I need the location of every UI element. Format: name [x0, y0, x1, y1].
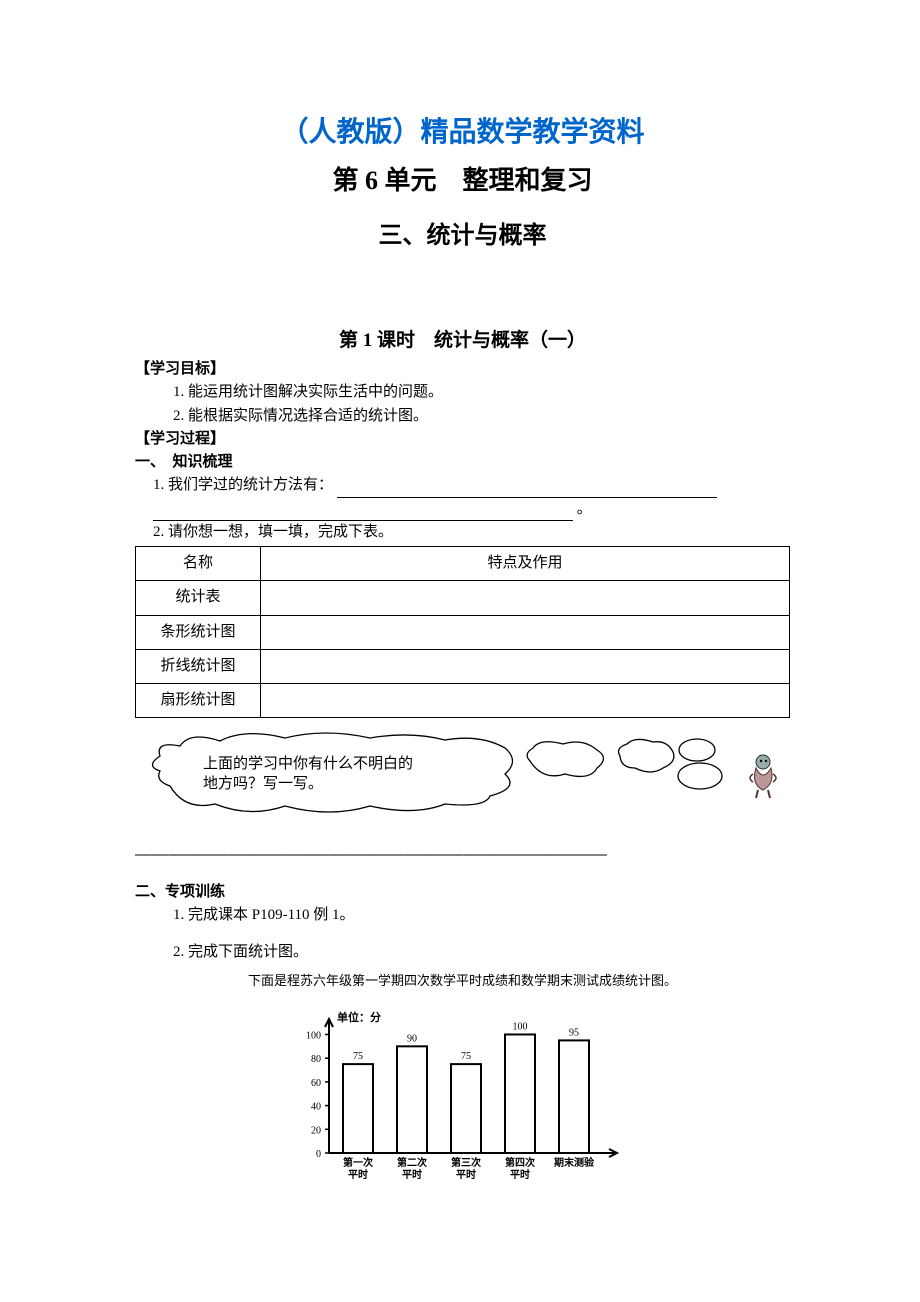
training-item-2: 2. 完成下面统计图。 — [135, 941, 790, 964]
k1-prefix: 1. 我们学过的统计方法有： — [153, 477, 333, 493]
bar-chart: 020406080100单位：分75第一次平时90第二次平时75第三次平时100… — [283, 1003, 643, 1183]
cloud-text-2: 地方吗？写一写。 — [203, 775, 323, 792]
row-feature — [261, 649, 790, 683]
table-row: 扇形统计图 — [136, 684, 790, 718]
title-source: （人教版）精品数学教学资料 — [135, 110, 790, 150]
title-section: 三、统计与概率 — [135, 215, 790, 250]
goals-heading: 【学习目标】 — [135, 358, 790, 381]
stats-table: 名称 特点及作用 统计表 条形统计图 折线统计图 扇形统计图 — [135, 546, 790, 718]
row-label: 扇形统计图 — [136, 684, 261, 718]
lesson-title: 第 1 课时 统计与概率（一） — [135, 325, 790, 352]
svg-text:第三次: 第三次 — [451, 1156, 481, 1169]
svg-text:75: 75 — [353, 1051, 363, 1062]
table-row: 条形统计图 — [136, 615, 790, 649]
table-header-row: 名称 特点及作用 — [136, 547, 790, 581]
header-feature: 特点及作用 — [261, 547, 790, 581]
svg-text:期末测验: 期末测验 — [554, 1156, 595, 1169]
row-feature — [261, 581, 790, 615]
svg-text:90: 90 — [407, 1033, 417, 1044]
divider-line: ————————————————————————————————————————… — [135, 845, 790, 867]
process-heading: 【学习过程】 — [135, 428, 790, 451]
cloud-svg: 上面的学习中你有什么不明白的 地方吗？写一写。 — [135, 726, 795, 821]
svg-text:平时: 平时 — [456, 1168, 476, 1181]
svg-text:60: 60 — [311, 1078, 321, 1089]
blank-line-2 — [153, 505, 573, 521]
svg-text:第二次: 第二次 — [397, 1156, 427, 1169]
training-item-1: 1. 完成课本 P109-110 例 1。 — [135, 904, 790, 927]
svg-text:100: 100 — [512, 1021, 527, 1032]
training-heading: 二、专项训练 — [135, 881, 790, 904]
svg-text:第四次: 第四次 — [505, 1156, 535, 1169]
title-unit: 第 6 单元 整理和复习 — [135, 160, 790, 197]
row-feature — [261, 615, 790, 649]
svg-text:75: 75 — [461, 1051, 471, 1062]
svg-text:80: 80 — [311, 1054, 321, 1065]
svg-text:100: 100 — [306, 1030, 321, 1041]
training-2-desc: 下面是程苏六年级第一学期四次数学平时成绩和数学期末测试成绩统计图。 — [135, 971, 790, 991]
row-label: 折线统计图 — [136, 649, 261, 683]
table-row: 折线统计图 — [136, 649, 790, 683]
row-feature — [261, 684, 790, 718]
svg-text:平时: 平时 — [510, 1168, 530, 1181]
header-name: 名称 — [136, 547, 261, 581]
blank-line-1 — [337, 482, 717, 498]
svg-text:20: 20 — [311, 1125, 321, 1136]
knowledge-heading: 一、 知识梳理 — [135, 451, 790, 474]
svg-text:平时: 平时 — [402, 1168, 422, 1181]
svg-text:平时: 平时 — [348, 1168, 368, 1181]
k1-tail: 。 — [577, 501, 592, 517]
row-label: 统计表 — [136, 581, 261, 615]
cloud-text-1: 上面的学习中你有什么不明白的 — [203, 755, 413, 772]
row-label: 条形统计图 — [136, 615, 261, 649]
knowledge-item-2: 2. 请你想一想，填一填，完成下表。 — [135, 521, 790, 544]
svg-text:0: 0 — [316, 1149, 321, 1160]
table-row: 统计表 — [136, 581, 790, 615]
svg-text:95: 95 — [569, 1027, 579, 1038]
knowledge-item-1: 1. 我们学过的统计方法有： — [135, 474, 790, 497]
goal-item-2: 2. 能根据实际情况选择合适的统计图。 — [135, 405, 790, 428]
svg-text:单位：分: 单位：分 — [337, 1010, 381, 1024]
svg-text:第一次: 第一次 — [343, 1156, 373, 1169]
thought-cloud: 上面的学习中你有什么不明白的 地方吗？写一写。 — [135, 726, 790, 821]
svg-text:40: 40 — [311, 1101, 321, 1112]
goal-item-1: 1. 能运用统计图解决实际生活中的问题。 — [135, 381, 790, 404]
